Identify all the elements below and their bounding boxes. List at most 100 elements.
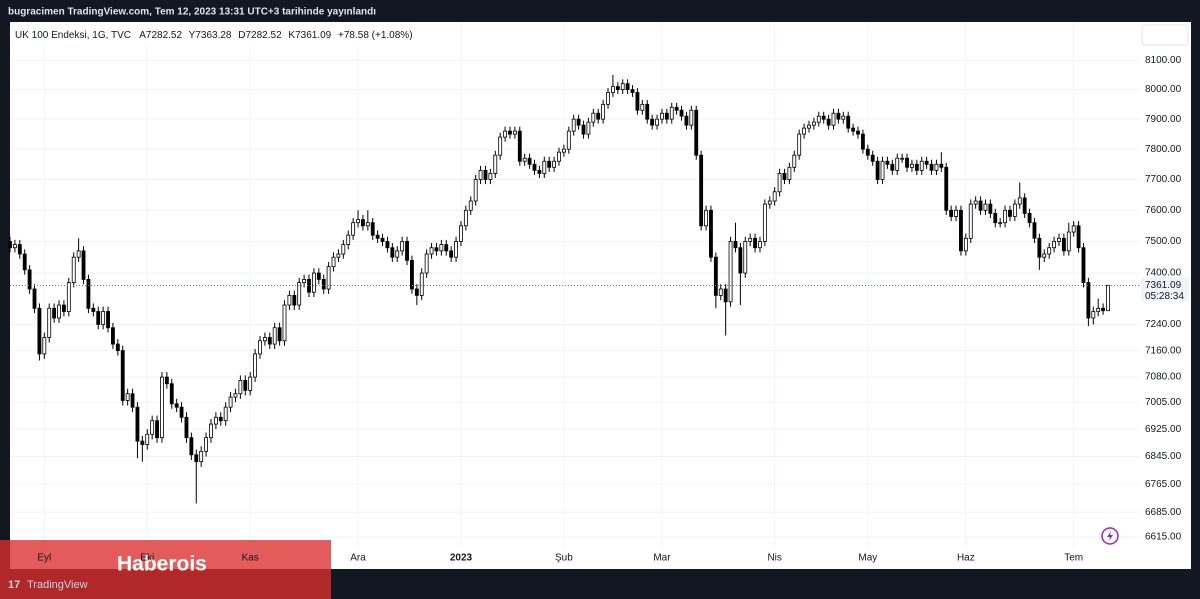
last-price-box — [1141, 277, 1189, 302]
candle-body — [248, 376, 253, 391]
candle-body — [713, 256, 718, 296]
candle-body — [493, 154, 498, 174]
candle-body — [179, 406, 184, 418]
candle-body — [846, 115, 851, 129]
candle-body — [297, 282, 302, 306]
candle-body — [625, 83, 630, 90]
candle-body — [277, 327, 282, 342]
candle-body — [459, 225, 463, 242]
y-tick-label: 6685.00 — [1145, 507, 1182, 518]
candle-body — [782, 173, 787, 180]
candle-body — [895, 157, 900, 171]
candle-body — [1096, 307, 1101, 312]
candle-body — [596, 112, 601, 120]
candle-body — [650, 118, 655, 126]
candle-body — [1017, 197, 1022, 205]
candle-body — [1106, 285, 1110, 312]
candle-body — [71, 256, 76, 283]
candle-body — [910, 163, 914, 168]
candle-body — [160, 376, 164, 439]
y-tick-label: 7800.00 — [1145, 144, 1182, 155]
candle-body — [718, 288, 723, 296]
candle-body — [32, 288, 37, 309]
candle-body — [655, 118, 659, 126]
candle-body — [606, 92, 610, 105]
candle-body — [150, 420, 155, 435]
candle-body — [483, 169, 488, 180]
candle-body — [120, 350, 125, 401]
candle-body — [772, 191, 777, 202]
y-tick-label: 7240.00 — [1145, 319, 1182, 330]
candle-body — [924, 160, 929, 165]
candle-body — [826, 118, 831, 126]
toolbar-button[interactable] — [1141, 24, 1189, 46]
publish-info: bugracimen TradingView.com, Tem 12, 2023… — [8, 7, 376, 18]
candle-body — [660, 112, 664, 120]
candle-body — [944, 166, 949, 211]
candle-body — [689, 109, 694, 126]
candle-body — [591, 112, 596, 123]
candle-body — [851, 127, 856, 132]
candle-body — [380, 237, 385, 242]
y-tick-label: 8100.00 — [1145, 55, 1182, 66]
candle-body — [267, 337, 272, 345]
candle-body — [400, 241, 405, 252]
candle-body — [429, 247, 434, 255]
candle-body — [959, 209, 963, 252]
y-tick-label: 6845.00 — [1145, 451, 1182, 462]
candle-body — [860, 133, 865, 150]
candle-body — [140, 440, 145, 445]
candle-body — [434, 247, 439, 252]
candle-body — [346, 234, 351, 245]
candle-body — [865, 148, 870, 156]
alert-icon[interactable] — [1101, 527, 1119, 545]
countdown-label: 05:28:34 — [1145, 291, 1184, 302]
candle-body — [321, 279, 326, 290]
candle-body — [351, 222, 356, 236]
candle-body — [419, 272, 424, 296]
candle-body — [527, 157, 532, 165]
x-tick-label: Ara — [350, 553, 366, 564]
y-tick-label: 8000.00 — [1145, 84, 1182, 95]
candle-body — [262, 337, 267, 342]
candle-body — [101, 311, 106, 325]
x-tick-label: Şub — [555, 553, 573, 564]
x-tick-label: Tem — [1064, 553, 1083, 564]
candle-body — [356, 219, 360, 224]
candle-body — [463, 209, 468, 227]
y-tick-label: 7600.00 — [1145, 205, 1182, 216]
candle-body — [1032, 222, 1037, 239]
candle-body — [341, 244, 346, 255]
candle-body — [395, 250, 400, 258]
tv-logo: TradingView — [27, 579, 88, 591]
x-tick-label: Nis — [767, 553, 781, 564]
change-label: +78.58 (+1.08%) — [338, 30, 413, 41]
candle-body — [620, 83, 625, 90]
candle-body — [503, 130, 507, 138]
candle-body — [292, 295, 297, 306]
candle-body — [552, 160, 557, 168]
candle-body — [1071, 225, 1076, 233]
candle-body — [1076, 225, 1081, 249]
candle-body — [929, 163, 934, 171]
candle-body — [669, 106, 674, 120]
candle-body — [811, 121, 816, 126]
candle-body — [8, 241, 12, 249]
candle-body — [57, 304, 61, 319]
open-label: A7282.52 — [139, 30, 182, 41]
candle-body — [890, 163, 895, 171]
y-tick-label: 7500.00 — [1145, 236, 1182, 247]
x-tick-label: Haz — [957, 553, 975, 564]
candle-body — [674, 106, 679, 111]
candle-body — [454, 241, 458, 258]
candle-body — [1057, 237, 1061, 242]
candle-body — [223, 406, 228, 422]
y-tick-label: 7080.00 — [1145, 372, 1182, 383]
candle-body — [52, 307, 57, 319]
candle-body — [1081, 247, 1086, 283]
candle-body — [135, 406, 140, 442]
last-price-label: 7361.09 — [1145, 280, 1182, 291]
legend: UK 100 Endeksi, 1G, TVC A7282.52 Y7363.2… — [15, 30, 413, 41]
candle-body — [218, 416, 223, 422]
close-label: K7361.09 — [288, 30, 331, 41]
